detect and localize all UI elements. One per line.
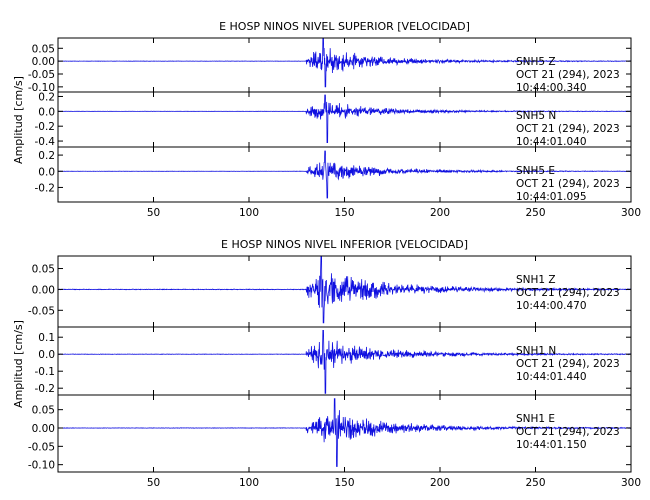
x-tick-label: 100 [239,477,259,489]
y-tick-label: -0.2 [35,182,56,194]
station-component-label: SNH1 E [516,413,555,425]
x-tick-label: 200 [430,207,450,219]
chart-title: E HOSP NINOS NIVEL SUPERIOR [VELOCIDAD] [219,20,470,33]
y-tick-label: -0.10 [28,82,55,94]
y-tick-label: -0.1 [35,366,56,378]
record-date: OCT 21 (294), 2023 [516,69,620,81]
record-time: 10:44:00.340 [516,82,587,94]
y-tick-label: 0.0 [38,166,55,178]
record-date: OCT 21 (294), 2023 [516,178,620,190]
record-date: OCT 21 (294), 2023 [516,426,620,438]
station-component-label: SNH5 N [516,110,556,122]
y-tick-label: -0.4 [35,136,56,148]
chart-title: E HOSP NINOS NIVEL INFERIOR [VELOCIDAD] [221,238,468,251]
y-tick-label: 0.00 [32,284,55,296]
y-axis-label: Amplitud [cm/s] [12,76,25,164]
y-tick-label: 0.2 [38,91,55,103]
station-component-label: SNH5 Z [516,56,556,68]
station-component-label: SNH1 N [516,345,556,357]
x-tick-label: 100 [239,207,259,219]
figure-inferior: E HOSP NINOS NIVEL INFERIOR [VELOCIDAD] A… [12,238,641,489]
waveform-trace [57,255,632,324]
y-tick-label: -0.05 [28,305,55,317]
x-tick-label: 50 [147,207,160,219]
x-tick-label: 300 [621,207,641,219]
record-time: 10:44:00.470 [516,300,587,312]
y-tick-label: 0.05 [32,405,55,417]
figure-superior: E HOSP NINOS NIVEL SUPERIOR [VELOCIDAD] A… [12,20,641,219]
y-tick-label: 0.0 [38,106,55,118]
y-tick-label: 0.1 [38,332,55,344]
waveform-trace [57,37,632,88]
record-date: OCT 21 (294), 2023 [516,358,620,370]
x-tick-label: 150 [334,207,354,219]
waveform-trace [57,94,632,143]
y-tick-label: 0.2 [38,150,55,162]
y-axis-label: Amplitud [cm/s] [12,320,25,408]
x-tick-label: 250 [525,477,545,489]
y-tick-label: -0.2 [35,121,56,133]
x-tick-label: 200 [430,477,450,489]
x-tick-label: 300 [621,477,641,489]
x-tick-label: 250 [525,207,545,219]
x-tick-label: 150 [334,477,354,489]
record-time: 10:44:01.040 [516,136,587,148]
y-tick-label: -0.2 [35,383,56,395]
y-tick-label: 0.05 [32,43,55,55]
y-tick-label: 0.05 [32,264,55,276]
y-tick-label: 0.00 [32,423,55,435]
station-component-label: SNH5 E [516,165,555,177]
waveform-trace [57,330,632,394]
y-tick-label: -0.05 [28,69,55,81]
station-component-label: SNH1 Z [516,274,556,286]
waveform-trace [57,150,632,199]
record-time: 10:44:01.095 [516,191,587,203]
record-time: 10:44:01.150 [516,439,587,451]
record-time: 10:44:01.440 [516,371,587,383]
y-tick-label: 0.00 [32,56,55,68]
y-tick-label: 0.0 [38,349,55,361]
y-tick-label: -0.05 [28,441,55,453]
y-tick-label: -0.10 [28,460,55,472]
record-date: OCT 21 (294), 2023 [516,287,620,299]
waveform-trace [57,398,632,467]
record-date: OCT 21 (294), 2023 [516,123,620,135]
x-tick-label: 50 [147,477,160,489]
